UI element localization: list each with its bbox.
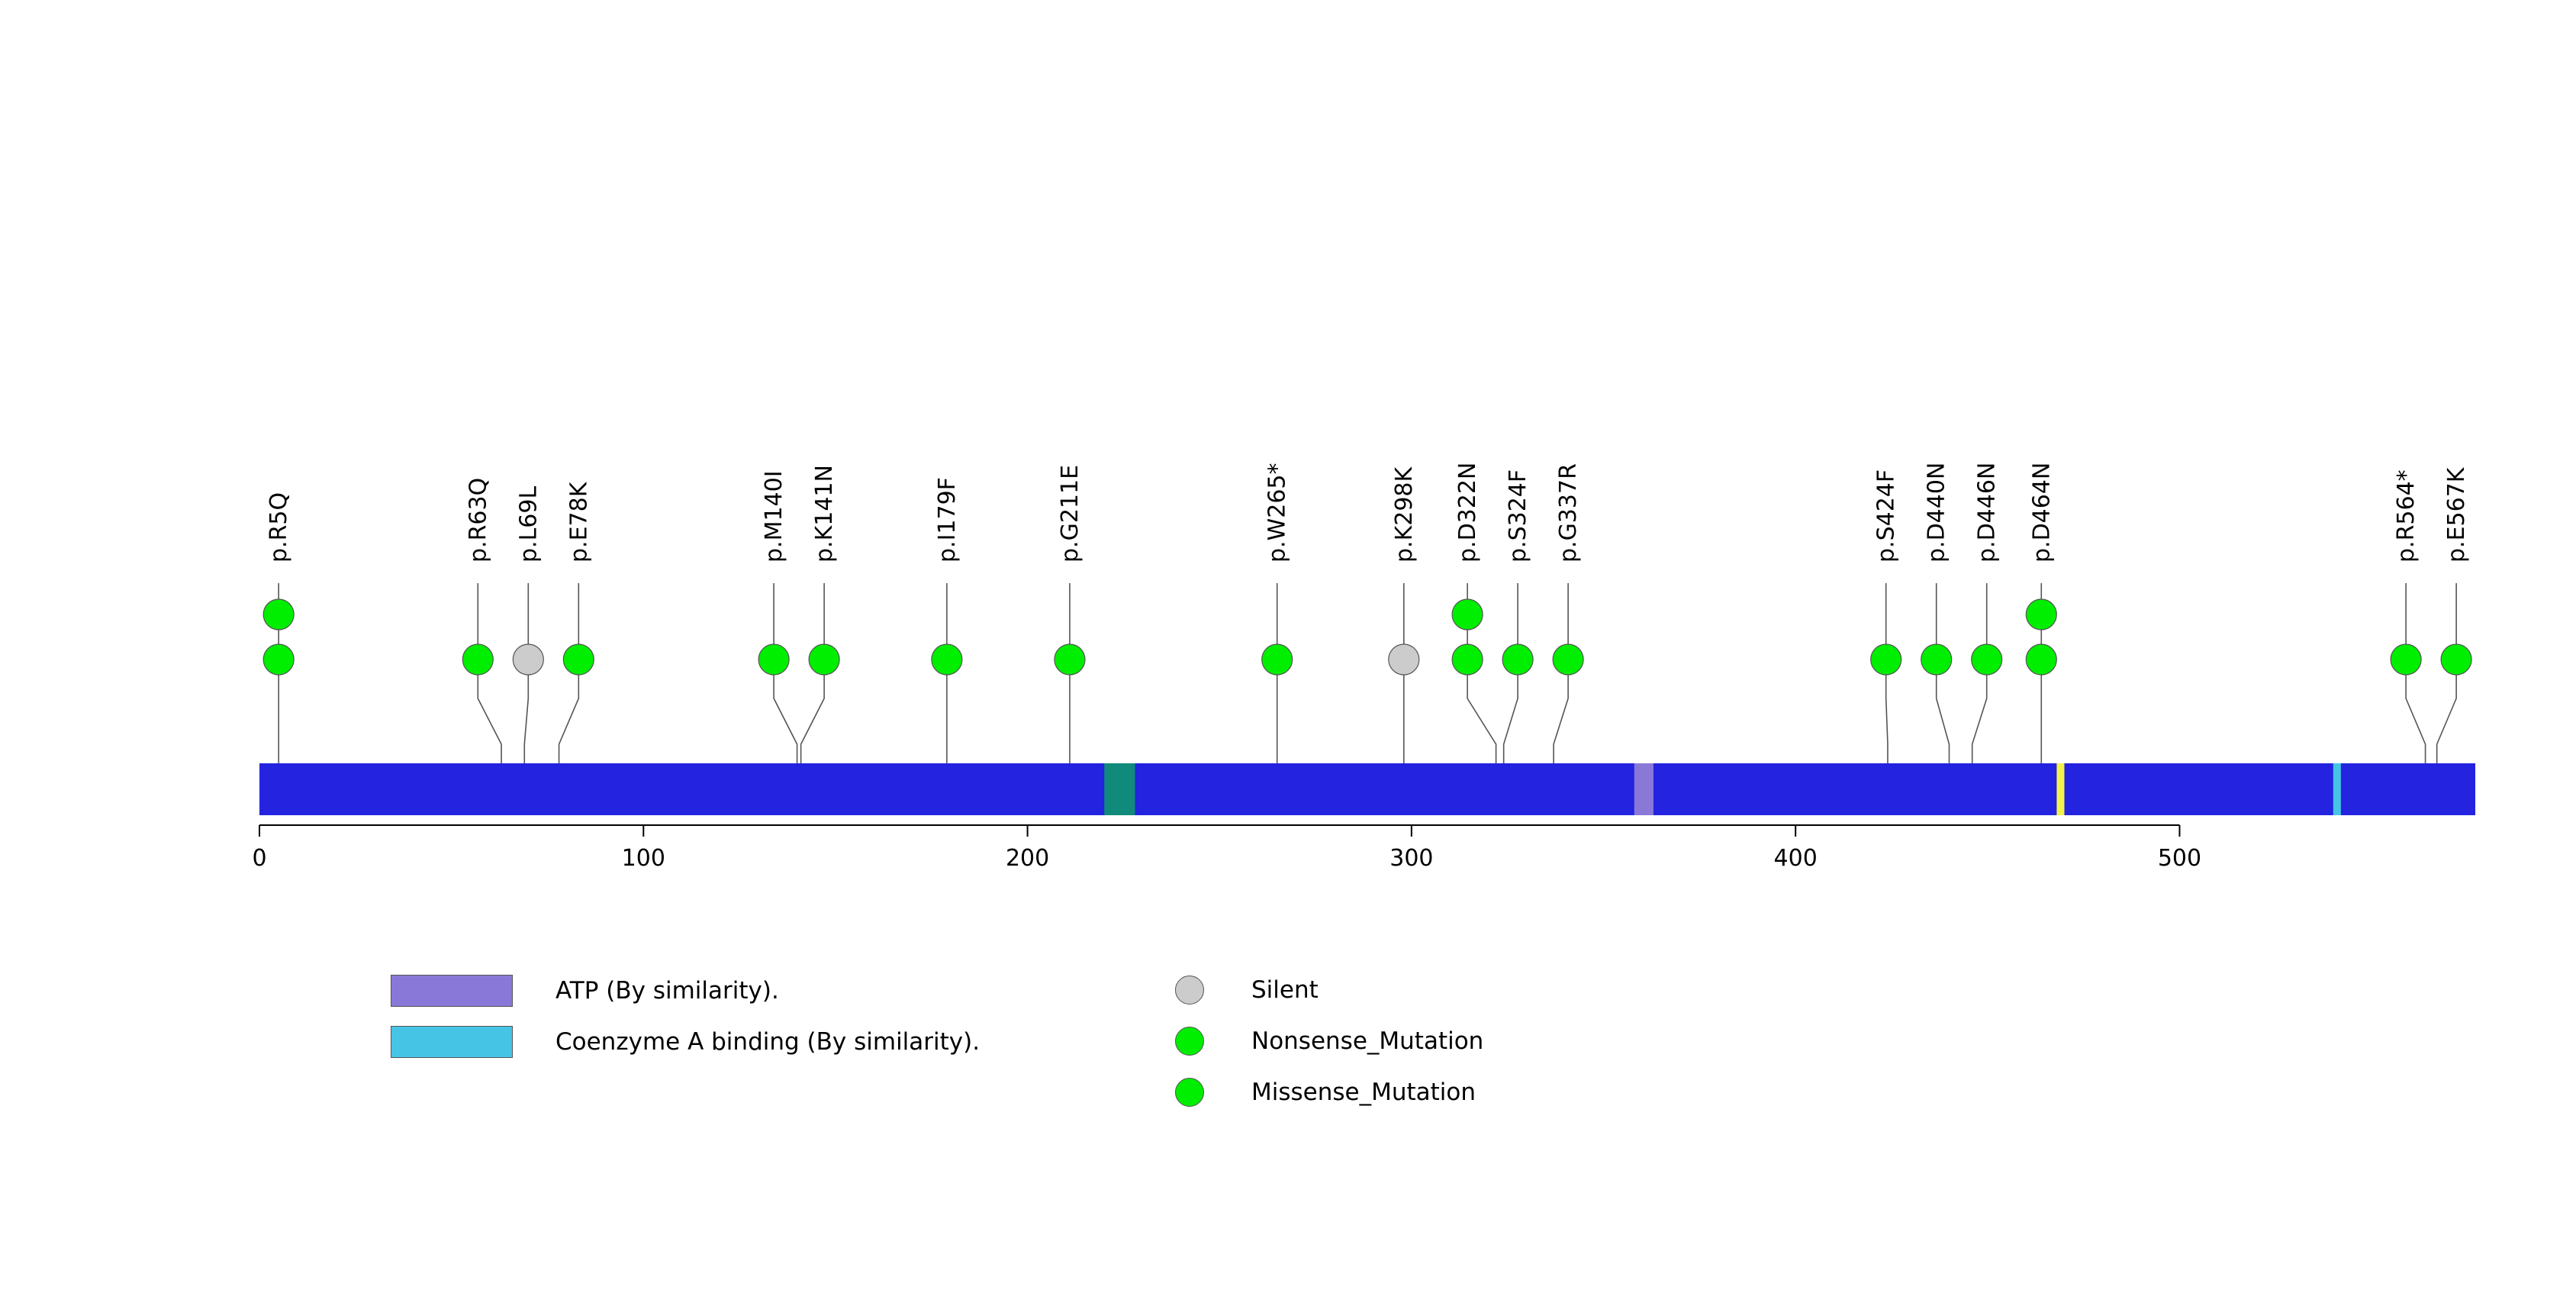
x-tick-label-200: 200 bbox=[1006, 845, 1049, 872]
legend-swatch-coa bbox=[391, 1026, 513, 1058]
mutation-circle-g211e-1 bbox=[1054, 643, 1086, 676]
mutation-circle-r5q-1 bbox=[262, 643, 295, 676]
mutation-circle-w265stop-1 bbox=[1261, 643, 1293, 676]
mutation-labels: p.R5Q p.R63Q p.L69L p.E78K p.M140I p.K141N p.I… bbox=[266, 463, 2470, 563]
mutation-label-d446n: p.D446N bbox=[1974, 463, 2001, 563]
x-tick-label-500: 500 bbox=[2158, 845, 2201, 872]
mutation-label-s424f: p.S424F bbox=[1873, 469, 1900, 563]
x-tick-label-100: 100 bbox=[622, 845, 665, 872]
mutation-circle-k298k-1 bbox=[1388, 643, 1420, 676]
legend-swatch-atp bbox=[391, 975, 513, 1007]
x-tick-label-300: 300 bbox=[1389, 845, 1433, 872]
mutation-circle-g337r-1 bbox=[1552, 643, 1584, 676]
mutation-circle-d322n-1 bbox=[1451, 643, 1483, 676]
mutation-circles bbox=[262, 598, 2472, 676]
legend-domain-coa: Coenzyme A binding (By similarity). bbox=[391, 1026, 980, 1058]
mutation-label-k141n: p.K141N bbox=[811, 465, 838, 563]
mutation-circle-e567k-1 bbox=[2440, 643, 2472, 676]
mutation-label-r564stop: p.R564* bbox=[2393, 469, 2420, 563]
legend-mutation-silent: Silent bbox=[1175, 976, 1319, 1005]
mutation-label-g211e: p.G211E bbox=[1057, 465, 1084, 563]
mutation-label-d322n: p.D322N bbox=[1454, 463, 1481, 563]
mutation-circle-d464n-2 bbox=[2025, 598, 2057, 630]
protein-backbone bbox=[259, 763, 2475, 815]
legend-label-atp: ATP (By similarity). bbox=[555, 977, 779, 1005]
mutation-label-i179f: p.I179F bbox=[934, 477, 961, 563]
mutation-label-d464n: p.D464N bbox=[2028, 463, 2055, 563]
mutation-label-r5q: p.R5Q bbox=[266, 492, 292, 563]
mutation-label-l69l: p.L69L bbox=[515, 486, 542, 563]
mutation-circle-k141n-1 bbox=[808, 643, 840, 676]
legend-mutation-missense: Missense_Mutation bbox=[1175, 1078, 1476, 1107]
domain-atp-by-similarity bbox=[1634, 763, 1653, 815]
mutation-label-d440n: p.D440N bbox=[1924, 463, 1950, 563]
legend-label-coa: Coenzyme A binding (By similarity). bbox=[555, 1028, 980, 1056]
mutation-circle-r5q-2 bbox=[262, 598, 295, 630]
x-tick-label-400: 400 bbox=[1774, 845, 1818, 872]
x-axis: 0 100 200 300 400 500 bbox=[252, 824, 2201, 872]
mutation-circle-i179f-1 bbox=[931, 643, 963, 676]
mutation-label-m140i: p.M140I bbox=[761, 470, 787, 563]
domain-unlabeled-region bbox=[1104, 763, 1135, 815]
mutation-label-r63q: p.R63Q bbox=[465, 478, 491, 563]
legend-domain-atp: ATP (By similarity). bbox=[391, 975, 779, 1007]
protein-backbone-group bbox=[259, 763, 2475, 815]
mutation-circle-l69l-1 bbox=[512, 643, 544, 676]
legend-mutation-nonsense: Nonsense_Mutation bbox=[1175, 1027, 1483, 1056]
mutation-circle-d440n-1 bbox=[1921, 643, 1953, 676]
mutation-circle-d446n-1 bbox=[1971, 643, 2003, 676]
mutation-circle-d322n-2 bbox=[1451, 598, 1483, 630]
x-tick-label-0: 0 bbox=[252, 845, 266, 872]
mutation-label-g337r: p.G337R bbox=[1555, 463, 1582, 563]
legend-dot-missense bbox=[1175, 1078, 1204, 1107]
mutation-circle-s324f-1 bbox=[1502, 643, 1534, 676]
legend-label-silent: Silent bbox=[1251, 976, 1319, 1004]
mutation-label-w265stop: p.W265* bbox=[1264, 463, 1291, 563]
mutation-label-e78k: p.E78K bbox=[565, 481, 592, 563]
legend-label-nonsense: Nonsense_Mutation bbox=[1251, 1027, 1484, 1055]
mutation-label-s324f: p.S324F bbox=[1505, 469, 1531, 563]
legend-label-missense: Missense_Mutation bbox=[1251, 1079, 1476, 1106]
mutation-circle-s424f-1 bbox=[1870, 643, 1902, 676]
mutation-circle-r63q-1 bbox=[462, 643, 494, 676]
mutation-circle-e78k-1 bbox=[562, 643, 594, 676]
mutation-label-e567k: p.E567K bbox=[2443, 466, 2470, 563]
legend-dot-silent bbox=[1175, 976, 1204, 1005]
mutation-circle-m140i-1 bbox=[758, 643, 790, 676]
domain-coenzyme-a-binding-by-similarity bbox=[2333, 763, 2341, 815]
legend-dot-nonsense bbox=[1175, 1027, 1204, 1056]
mutation-circle-r564stop-1 bbox=[2390, 643, 2422, 676]
mutation-circle-d464n-1 bbox=[2025, 643, 2057, 676]
mutation-label-k298k: p.K298K bbox=[1391, 466, 1418, 563]
domain-unlabeled-site bbox=[2056, 763, 2065, 815]
